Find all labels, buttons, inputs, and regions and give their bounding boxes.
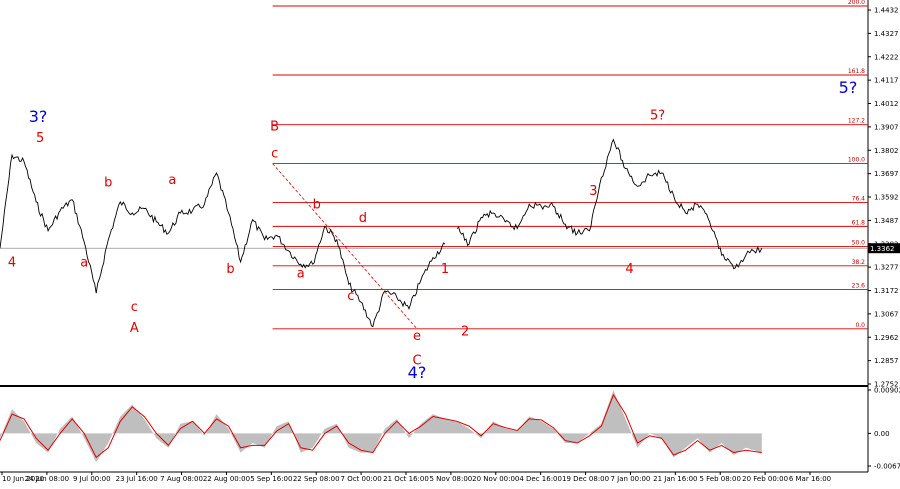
time-tick-label: 21 Oct 16:00 (383, 475, 429, 483)
wave-label: b (104, 175, 112, 190)
fib-level-label: 23.6 (852, 283, 866, 290)
price-tick-label: 1.2857 (874, 357, 899, 365)
price-line-1 (456, 138, 763, 270)
time-tick-label: 20 Feb 00:00 (742, 475, 788, 483)
price-tick-label: 1.3697 (874, 170, 899, 178)
fib-level-label: 38.2 (852, 259, 866, 266)
osc-histogram (0, 390, 762, 463)
time-tick-label: 5 Sep 16:00 (250, 475, 292, 483)
wave-label: 2 (461, 324, 469, 339)
wave-label-major: 3? (29, 107, 48, 126)
time-tick-label: 7 Oct 00:00 (341, 475, 382, 483)
time-tick-label: 22 Sep 08:00 (293, 475, 340, 483)
price-axis: 1.4432 1.4327 1.4222 1.4117 1.4012 1.3907 1.38… (0, 0, 900, 473)
fib-level-label: 61.8 (852, 219, 866, 226)
time-tick-label: 19 Dec 08:00 (562, 475, 609, 483)
time-tick-label: 20 Nov 00:00 (472, 475, 519, 483)
wave-label: 5 (36, 131, 44, 146)
osc-tick-label: -0.00679 (874, 463, 900, 471)
price-line-0 (0, 153, 446, 328)
wave-label: e (413, 329, 421, 344)
fib-level-label: 127.2 (848, 118, 865, 125)
price-tick-label: 1.4012 (874, 100, 899, 108)
price-tick-label: 1.3277 (874, 264, 899, 272)
price-tick-label: 1.3487 (874, 217, 899, 225)
osc-signal-line (0, 393, 762, 459)
wave-label: c (131, 300, 138, 315)
price-tick-label: 1.2752 (874, 381, 899, 389)
price-tick-label: 1.3592 (874, 194, 899, 202)
time-tick-label: 5 Feb 08:00 (699, 475, 740, 483)
fib-trend-line (272, 163, 418, 330)
time-tick-label: 7 Jan 00:00 (611, 475, 651, 483)
wave-label-major: 4? (408, 363, 427, 382)
wave-label: 3 (589, 184, 597, 199)
current-price-badge (868, 243, 900, 254)
time-tick-label: 5 Nov 08:00 (430, 475, 473, 483)
wave-label: b (313, 198, 321, 213)
osc-tick-label: 0.00 (874, 430, 890, 438)
price-tick-label: 1.4327 (874, 30, 899, 38)
wave-label: d (359, 211, 367, 226)
wave-label: 5? (650, 109, 665, 124)
price-tick-label: 1.3907 (874, 123, 899, 131)
wave-label: a (168, 173, 176, 188)
fib-level-label: 100.0 (848, 157, 865, 164)
price-tick-label: 1.3172 (874, 287, 899, 295)
fib-level-label: 50.0 (852, 239, 866, 246)
wave-label: a (297, 267, 305, 282)
wave-label: C (412, 353, 421, 368)
wave-label-major: 5? (839, 78, 858, 97)
fib-level-label: 0.0 (855, 322, 865, 329)
price-tick-label: 1.2962 (874, 334, 899, 342)
wave-label: b (226, 262, 234, 277)
time-tick-label: 21 Jan 16:00 (653, 475, 697, 483)
wave-label: c (347, 289, 354, 304)
wave-label: a (80, 255, 88, 270)
wave-label: 4 (625, 262, 633, 277)
time-tick-label: 22 Aug 00:00 (203, 475, 250, 483)
wave-label: 4 (8, 255, 16, 270)
fib-level-label: 76.4 (852, 196, 866, 203)
time-tick-label: 9 Jul 00:00 (73, 475, 111, 483)
wave-label: 1 (441, 262, 449, 277)
time-tick-label: 24 Jun 08:00 (25, 475, 69, 483)
price-tick-label: 1.3802 (874, 147, 899, 155)
fib-level-label: 161.8 (848, 68, 865, 75)
price-tick-label: 1.4432 (874, 7, 899, 15)
time-tick-label: 4 Dec 16:00 (519, 475, 562, 483)
price-tick-label: 1.3067 (874, 310, 899, 318)
fibonacci-grid: 200.0 161.8 127.2 100.0 76.4 61.8 50.0 38.2 23.6… (272, 0, 868, 330)
current-price-label: 1.3362 (870, 245, 895, 253)
oscillator-panel: 0.00902 0.00 -0.00679 (0, 387, 900, 471)
wave-label: B (270, 120, 279, 135)
osc-tick-label: 0.00902 (874, 387, 900, 395)
wave-label: A (130, 321, 139, 336)
time-tick-label: 6 Mar 16:00 (789, 475, 831, 483)
price-tick-label: 1.4117 (874, 77, 899, 85)
time-tick-label: 7 Aug 08:00 (160, 475, 203, 483)
price-series (0, 138, 763, 328)
wave-label: c (271, 146, 278, 161)
fib-level-label: 200.0 (848, 0, 865, 6)
time-tick-label: 10 Jun 2020 (2, 475, 44, 483)
time-tick-label: 23 Jul 16:00 (116, 475, 158, 483)
price-tick-label: 1.4222 (874, 53, 899, 61)
